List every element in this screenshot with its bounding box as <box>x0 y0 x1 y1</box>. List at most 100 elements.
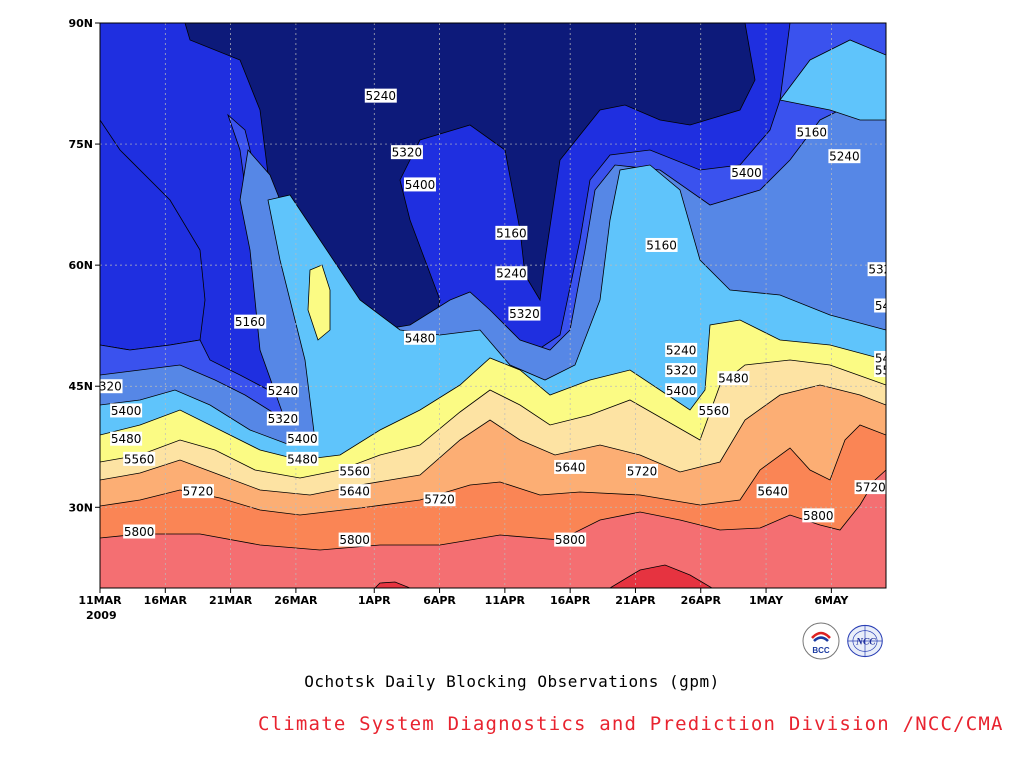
x-tick-label: 1APR <box>358 594 391 607</box>
contour-label-background <box>338 463 371 478</box>
y-tick-label: 75N <box>68 138 93 151</box>
contour-label-text: 5720 <box>855 481 886 495</box>
contour-label-background <box>495 225 528 240</box>
contour-label-text: 5160 <box>796 125 827 139</box>
ncc-logo: NCC <box>847 624 883 658</box>
contour-label-text: 5480 <box>405 331 436 345</box>
contour-label-text: 5400 <box>405 178 436 192</box>
contour-label-background <box>338 532 371 547</box>
contour-label-background <box>403 177 436 192</box>
contour-label: 5720 <box>625 463 658 478</box>
contour-label-text: 5240 <box>366 89 397 103</box>
contour-label-background <box>795 124 828 139</box>
contour-label: 5240 <box>266 383 299 398</box>
contour-label-text: 5800 <box>124 525 155 539</box>
contour-label-background <box>665 342 698 357</box>
contour-label-text: 5400 <box>875 299 906 313</box>
bcc-logo: BCC <box>802 622 840 660</box>
contour-label: 5320 <box>508 306 541 321</box>
contour-label-text: 5320 <box>908 121 939 135</box>
contour-label-text: 5560 <box>339 464 370 478</box>
contour-label-background <box>874 298 886 313</box>
contour-label-background <box>266 411 299 426</box>
contour-label-background <box>508 306 541 321</box>
contour-label-text: 5560 <box>699 404 730 418</box>
contour-label: 5640 <box>554 459 587 474</box>
contour-label: 5240 <box>665 342 698 357</box>
contour-label-background <box>110 431 143 446</box>
contour-label: 5480 <box>717 371 750 386</box>
contour-label-text: 5480 <box>875 351 906 365</box>
x-tick-label: 16APR <box>550 594 591 607</box>
contour-label-text: 5640 <box>339 485 370 499</box>
contour-label-background <box>645 237 678 252</box>
contour-label-text: 5400 <box>731 166 762 180</box>
contour-label-background <box>266 383 299 398</box>
contour-label: 5160 <box>795 124 828 139</box>
y-tick-label: 45N <box>68 380 93 393</box>
contour-label-background <box>665 383 698 398</box>
contour-label-text: 5320 <box>268 412 299 426</box>
contour-label: 5400 <box>286 431 319 446</box>
svg-text:NCC: NCC <box>855 637 876 647</box>
contour-label: 5560 <box>697 403 730 418</box>
contour-label: 5240 <box>828 149 861 164</box>
contour-label-background <box>854 480 886 495</box>
contour-label-background <box>756 484 789 499</box>
contour-label: 5800 <box>802 508 835 523</box>
contour-label: 5400 <box>110 403 143 418</box>
contour-label: 5400 <box>665 383 698 398</box>
contour-label-text: 5400 <box>111 404 142 418</box>
contour-label: 5480 <box>874 350 906 365</box>
contour-label-background <box>717 371 750 386</box>
contour-label-text: 5240 <box>496 267 527 281</box>
contour-label: 5480 <box>403 330 436 345</box>
contour-label-text: 5240 <box>829 150 860 164</box>
contour-label: 5720 <box>181 484 214 499</box>
contour-label-text: 5800 <box>339 533 370 547</box>
contour-label-background <box>110 403 143 418</box>
contour-label-text: 5320 <box>91 380 122 394</box>
contour-label-background <box>907 121 939 135</box>
contour-label-text: 5800 <box>555 533 586 547</box>
contour-label-background <box>286 451 319 466</box>
contour-label: 5560 <box>874 363 906 378</box>
contour-label-text: 5320 <box>509 307 540 321</box>
band-5800 <box>100 469 886 588</box>
contour-label-background <box>554 532 587 547</box>
contour-label-background <box>364 88 397 103</box>
contour-label: 5320 <box>91 379 123 394</box>
contour-label-text: 5160 <box>646 238 677 252</box>
x-tick-label: 26MAR <box>274 594 318 607</box>
contour-label-text: 5720 <box>183 485 214 499</box>
x-tick-label: 21APR <box>615 594 656 607</box>
x-axis-year-label: 2009 <box>86 609 117 622</box>
contour-label-text: 5720 <box>424 493 455 507</box>
contour-label: 5160 <box>234 314 267 329</box>
contour-label-text: 5160 <box>496 226 527 240</box>
x-tick-label: 1MAY <box>749 594 784 607</box>
contour-label: 5320 <box>665 363 698 378</box>
contour-label-background <box>100 379 123 394</box>
contour-label-background <box>730 165 763 180</box>
contour-label-background <box>697 403 730 418</box>
contour-label-text: 5640 <box>757 485 788 499</box>
contour-label-background <box>625 463 658 478</box>
x-tick-label: 26APR <box>681 594 722 607</box>
x-axis: 11MAR 16MAR 21MAR 26MAR 1APR 6APR 11APR 16APR 21… <box>78 588 849 607</box>
y-tick-label: 90N <box>68 17 93 30</box>
contour-label-background <box>874 350 886 365</box>
contour-label-background <box>495 266 528 281</box>
contour-label-background <box>390 145 423 160</box>
contour-label: 5640 <box>338 484 371 499</box>
contour-label-background <box>123 451 156 466</box>
contour-label-text: 5560 <box>124 452 155 466</box>
contour-label: 5320 <box>907 121 939 136</box>
contour-label: 5400 <box>730 165 763 180</box>
chart-caption: Ochotsk Daily Blocking Observations (gpm… <box>304 672 720 691</box>
contour-label-text: 5560 <box>875 364 906 378</box>
contour-label-background <box>828 149 861 164</box>
contour-label: 5400 <box>874 298 906 313</box>
contour-label-text: 5640 <box>555 460 586 474</box>
